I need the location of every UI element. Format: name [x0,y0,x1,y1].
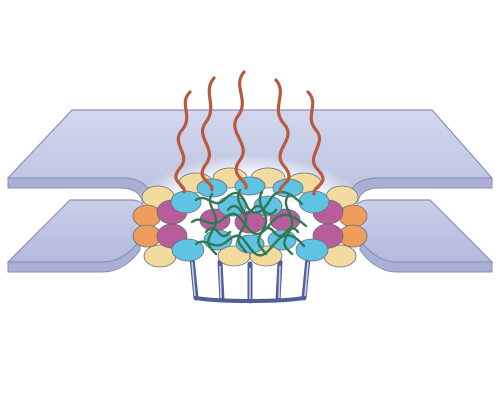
lower-membrane-right [352,199,494,263]
basket-tether-highlights [191,261,309,299]
mesh-strand [190,212,308,236]
basket-tether-highlight [191,261,196,297]
mesh-strand [257,190,268,256]
mesh-strand [194,190,304,214]
lower-membrane-left [6,199,148,263]
lower-membrane-left-edge [7,238,141,273]
filament [274,78,291,194]
subunit-cyan [170,190,202,214]
basket-tether-highlight [219,265,222,299]
mesh-strand [204,226,300,238]
mesh-strand [283,194,294,256]
mesh-strand [226,204,278,216]
filament [200,76,216,192]
subunit-orange [338,204,368,228]
lower-membrane [6,199,494,273]
basket-tether-highlight [278,265,281,299]
filament [306,90,325,196]
subunit-orange [132,204,162,228]
mesh-strand [194,234,306,257]
basket-tether-highlight [304,261,309,297]
filament [233,70,248,190]
mesh-strand [237,188,248,254]
cytoplasmic-filaments [174,70,325,196]
nuclear-basket [189,255,311,304]
fg-mesh [190,188,308,257]
filament [174,90,192,194]
lower-membrane-right-edge [359,238,493,273]
